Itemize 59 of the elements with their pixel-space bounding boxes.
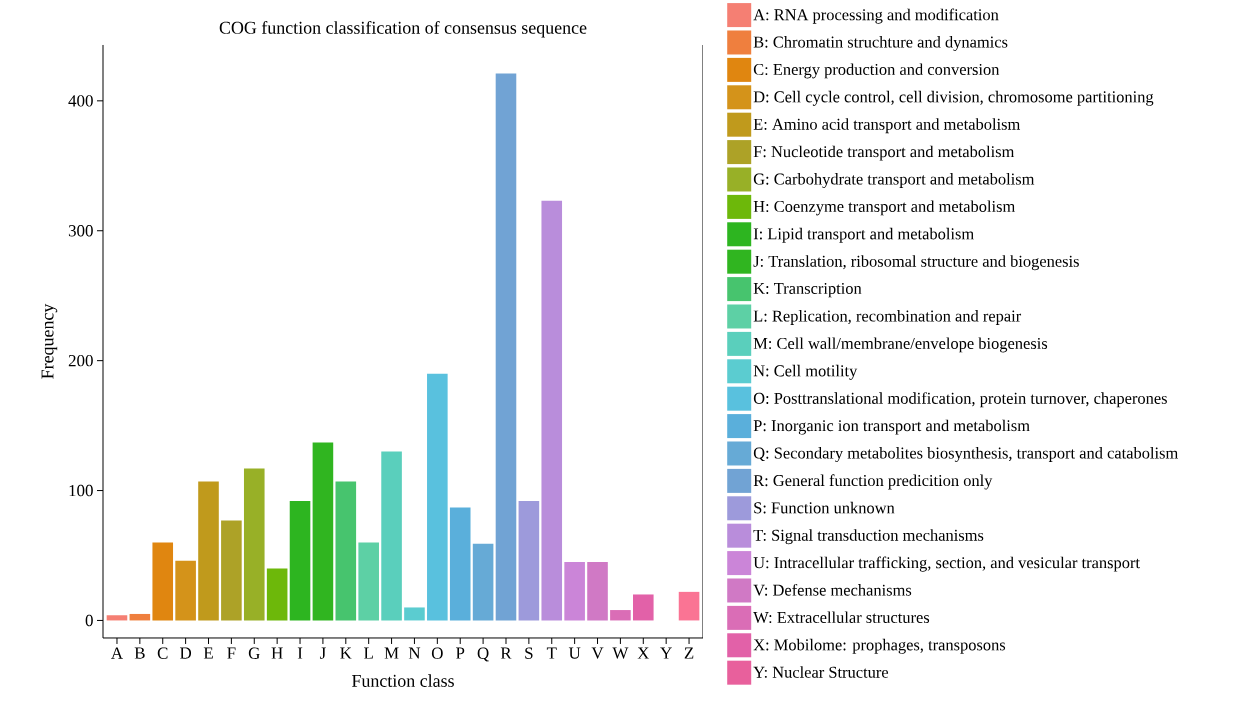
x-tick-label: O [431, 647, 443, 659]
x-tick-label: V [591, 647, 604, 659]
x-tick-label: M [384, 647, 399, 659]
legend-label: W: Extracellular structures [753, 611, 930, 624]
y-tick-label: 100 [69, 484, 93, 497]
legend-label: O: Posttranslational modification, protein turnover, chaperones [753, 392, 1167, 408]
legend-label: G: Carbohydrate transport and metabolism [753, 173, 1035, 188]
legend-label: C: Energy production and conversion [753, 63, 1000, 79]
x-tick-label: C [157, 647, 168, 659]
x-tick-label: I [297, 647, 303, 659]
legend-label: Y: Nuclear Structure [753, 666, 889, 678]
x-tick-label: N [408, 647, 421, 659]
legend-label: X: Mobilome: prophages, transposons [753, 638, 1006, 654]
legend-label: D: Cell cycle control, cell division, chromosome partitioning [753, 90, 1154, 106]
x-tick-label: G [248, 647, 260, 659]
y-tick-label: 200 [68, 354, 93, 367]
legend-label: T: Signal transduction mechanisms [753, 529, 984, 545]
legend-label: R: General function predicition only [753, 474, 993, 490]
x-tick-label: B [134, 647, 145, 659]
x-tick-label: A [111, 647, 123, 659]
x-tick-label: P [455, 647, 465, 659]
x-tick-label: H [271, 647, 283, 659]
x-axis-title: Function class [351, 674, 454, 687]
legend-label: N: Cell motility [753, 364, 858, 380]
x-tick-label: E [203, 647, 213, 659]
x-tick-label: Z [684, 647, 694, 659]
x-tick-label: T [546, 647, 557, 659]
legend-label: Q: Secondary metabolites biosynthesis, transport and catabolism [753, 447, 1179, 462]
x-tick-label: W [612, 647, 629, 659]
legend-label: M: Cell wall/membrane/envelope biogenesis [753, 337, 1048, 353]
x-tick-label: F [227, 647, 236, 659]
legend-label: B: Chromatin struchture and dynamics [753, 36, 1008, 51]
x-tick-label: Y [660, 647, 672, 659]
x-tick-label: U [568, 647, 581, 659]
x-tick-label: K [340, 647, 352, 659]
x-tick-label: S [525, 647, 533, 659]
legend-label: A: RNA processing and modification [753, 8, 999, 24]
x-tick-label: L [364, 647, 373, 659]
legend-label: S: Function unknown [754, 501, 895, 514]
legend-label: P: Inorganic ion transport and metabolism [753, 419, 1030, 435]
x-tick-label: R [500, 647, 512, 659]
chart-title: COG function classification of consensus sequence [219, 21, 587, 38]
legend-label: I: Lipid transport and metabolism [753, 227, 974, 243]
legend-label: K: Transcription [753, 282, 862, 298]
y-tick-label: 300 [68, 225, 93, 237]
legend-label: E: Amino acid transport and metabolism [753, 118, 1021, 134]
legend-label: J: Translation, ribosomal structure and biogenesis [753, 255, 1079, 271]
x-tick-label: Q [477, 647, 489, 662]
y-tick-label: 400 [68, 95, 93, 107]
legend-label: V: Defense mechanisms [753, 583, 912, 596]
legend-label: U: Intracellular trafficking, section, and vesicular transport [753, 556, 1140, 572]
y-axis-title: Frequency [41, 303, 58, 379]
x-tick-label: J [319, 647, 326, 659]
legend-label: H: Coenzyme transport and metabolism [753, 200, 1016, 216]
x-tick-label: X [637, 647, 650, 659]
x-tick-label: D [179, 647, 192, 659]
legend-label: F: Nucleotide transport and metabolism [753, 145, 1015, 161]
y-tick-label: 0 [85, 614, 93, 627]
legend-label: L: Replication, recombination and repair [753, 310, 1022, 325]
